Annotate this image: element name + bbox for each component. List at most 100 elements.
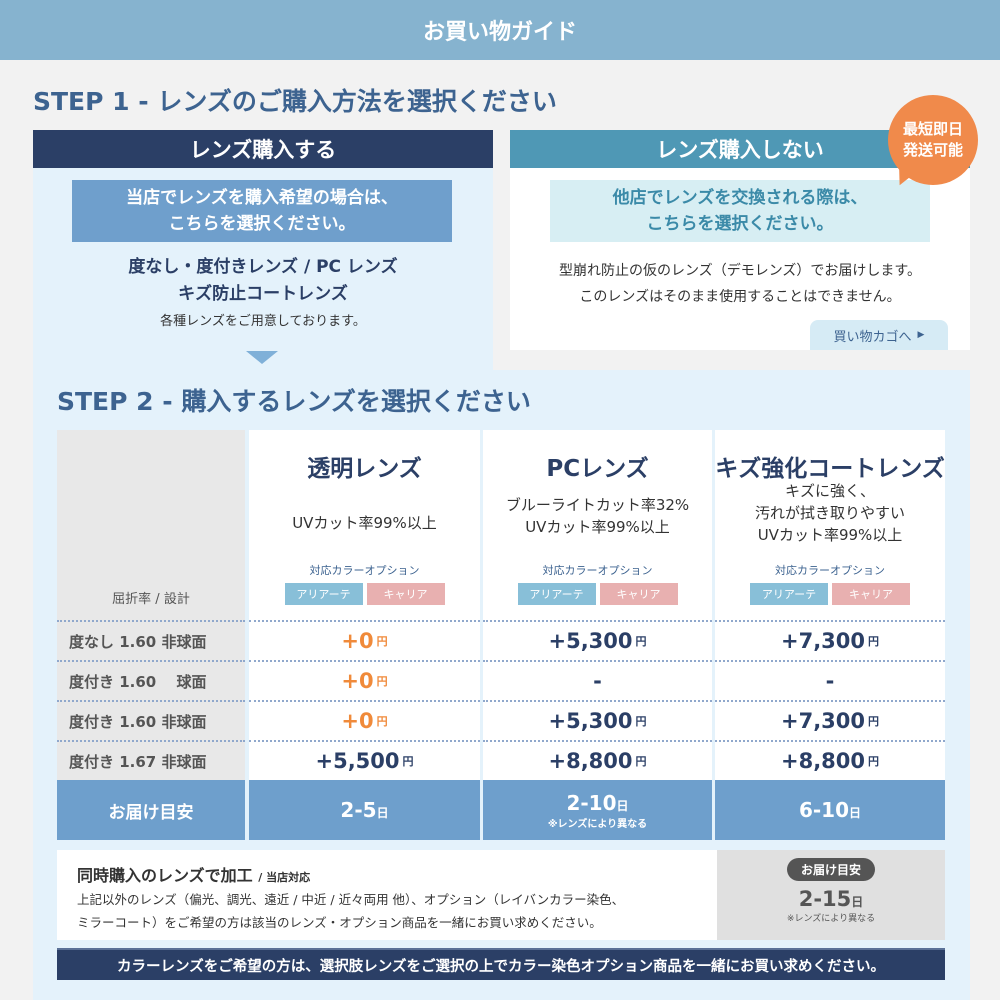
lens-column[interactable]: 透明レンズ UVカット率99%以上 対応カラーオプション アリアーテ キャリア +0… [249,430,480,840]
buy-lens-box: 当店でレンズを購入希望の場合は、 こちらを選択ください。 [72,180,452,242]
delivery-note: ※レンズにより異なる [547,818,648,830]
yen-unit: 円 [376,635,388,648]
delivery-cell: 2-5日 [249,780,480,840]
delivery-cell: 6-10日 [715,780,945,840]
lens-types: 度なし・度付きレンズ / PC レンズ [128,257,398,277]
price: +8,800 [780,749,866,773]
lens-name: PCレンズ [546,456,649,482]
delivery-days: 2-15 [798,887,852,911]
option-carrier: キャリア [366,583,445,605]
processing-subtitle: / 当店対応 [258,871,311,884]
price: +0 [341,629,374,653]
lens-desc: 汚れが拭き取りやすい [754,504,905,522]
price: - [825,669,835,693]
box-line: こちらを選択ください。 [168,214,356,234]
price-cell[interactable]: +8,800 円 [483,740,712,780]
banner-title: お買い物ガイド [422,20,577,45]
demo-lens-note: このレンズはそのまま使用することはできません。 [579,289,901,305]
price: +7,300 [780,629,866,653]
option-aliate: アリアーテ [517,583,596,605]
lens-types: キズ防止コートレンズ [178,284,348,304]
lens-note: 各種レンズをご用意しております。 [160,314,366,329]
lens-desc: UVカット率99%以上 [292,514,437,532]
price-cell[interactable]: +5,500 円 [249,740,480,780]
day-unit: 日 [851,895,864,909]
option-carrier: キャリア [832,583,910,605]
step1-title: STEP 1 - レンズのご購入方法を選択ください [33,87,557,116]
price-cell[interactable]: +0 円 [249,700,480,740]
badge-line: 最短即日 [902,120,963,138]
no-lens-box: 他店でレンズを交換される際は、 こちらを選択ください。 [550,180,930,242]
price: +5,500 [315,749,400,773]
price: +5,300 [548,709,633,733]
delivery-days: 2-5 [340,798,377,822]
lens-name: 透明レンズ [307,456,422,482]
yen-unit: 円 [635,715,647,728]
price-cell[interactable]: +7,300 円 [715,620,945,660]
lens-desc: ブルーライトカット率32% [505,496,690,514]
demo-lens-note: 型崩れ防止の仮のレンズ（デモレンズ）でお届けします。 [558,263,922,279]
processing-box: 同時購入のレンズで加工 / 当店対応 上記以外のレンズ（偏光、調光、遠近 / 中… [57,850,717,940]
yen-unit: 円 [868,715,880,728]
lens-desc: UVカット率99%以上 [525,518,670,536]
delivery-note: ※レンズにより異なる [786,914,876,924]
price-cell[interactable]: - [483,660,712,700]
lens-column[interactable]: キズ強化コートレンズ キズに強く、 汚れが拭き取りやすい UVカット率99%以上… [715,430,945,840]
lens-desc: UVカット率99%以上 [757,526,903,544]
price-cell[interactable]: +7,300 円 [715,700,945,740]
yen-unit: 円 [635,755,647,768]
cart-button[interactable]: 買い物カゴへ ▶ [810,320,948,350]
yen-unit: 円 [635,635,647,648]
delivery-cell: 2-10日 ※レンズにより異なる [483,780,712,840]
delivery-days: 2-10 [566,790,617,815]
processing-title: 同時購入のレンズで加工 [77,866,253,885]
option-aliate: アリアーテ [284,583,363,605]
price: - [593,669,602,693]
guide-banner: お買い物ガイド [0,0,1000,60]
delivery-label: お届け目安 [57,780,245,840]
price: +5,300 [548,629,633,653]
badge-line: 発送可能 [902,141,963,159]
processing-delivery: お届け目安 2-15日 ※レンズにより異なる [717,850,945,940]
price-cell[interactable]: +0 円 [249,620,480,660]
color-option-label: 対応カラーオプション [542,564,653,577]
yen-unit: 円 [376,715,388,728]
box-line: 他店でレンズを交換される際は、 [612,188,868,208]
price-cell[interactable]: +0 円 [249,660,480,700]
same-day-badge: 最短即日 発送可能 [888,95,978,185]
row-label: 度付き 1.60 非球面 [57,700,245,740]
day-unit: 日 [849,806,862,820]
buy-lens-header[interactable]: レンズ購入する [33,130,493,168]
buy-lens-panel[interactable]: レンズ購入する 当店でレンズを購入希望の場合は、 こちらを選択ください。 度なし… [33,130,493,370]
price-cell[interactable]: - [715,660,945,700]
spec-label-column: 屈折率 / 設計 度なし 1.60 非球面 度付き 1.60 球面 度付き 1.… [57,430,245,840]
label-header: 屈折率 / 設計 [112,591,190,607]
lens-column[interactable]: PCレンズ ブルーライトカット率32% UVカット率99%以上 対応カラーオプシ… [483,430,712,840]
price: +0 [341,669,374,693]
price-cell[interactable]: +5,300 円 [483,620,712,660]
delivery-days: 6-10 [798,798,850,822]
row-label: 度付き 1.60 球面 [57,660,245,700]
color-lens-notice: カラーレンズをご希望の方は、選択肢レンズをご選択の上でカラー染色オプション商品を… [57,948,945,980]
box-line: 当店でレンズを購入希望の場合は、 [126,188,398,208]
down-arrow-icon [246,351,278,364]
yen-unit: 円 [868,755,880,768]
price-cell[interactable]: +8,800 円 [715,740,945,780]
option-aliate: アリアーテ [750,583,828,605]
lens-desc: キズに強く、 [784,482,875,500]
yen-unit: 円 [376,675,388,688]
yen-unit: 円 [868,635,880,648]
step2-title: STEP 2 - 購入するレンズを選択ください [57,387,531,416]
yen-unit: 円 [402,755,414,768]
processing-text: 上記以外のレンズ（偏光、調光、遠近 / 中近 / 近々両用 他）、オプション（レ… [77,892,625,907]
delivery-pill: お届け目安 [786,858,875,881]
price: +8,800 [548,749,633,773]
box-line: こちらを選択ください。 [646,214,834,234]
day-unit: 日 [376,806,389,820]
chevron-right-icon: ▶ [917,330,925,340]
option-carrier: キャリア [599,583,678,605]
color-option-label: 対応カラーオプション [309,564,420,577]
row-label: 度なし 1.60 非球面 [57,620,245,660]
price-cell[interactable]: +5,300 円 [483,700,712,740]
row-label: 度付き 1.67 非球面 [57,740,245,780]
